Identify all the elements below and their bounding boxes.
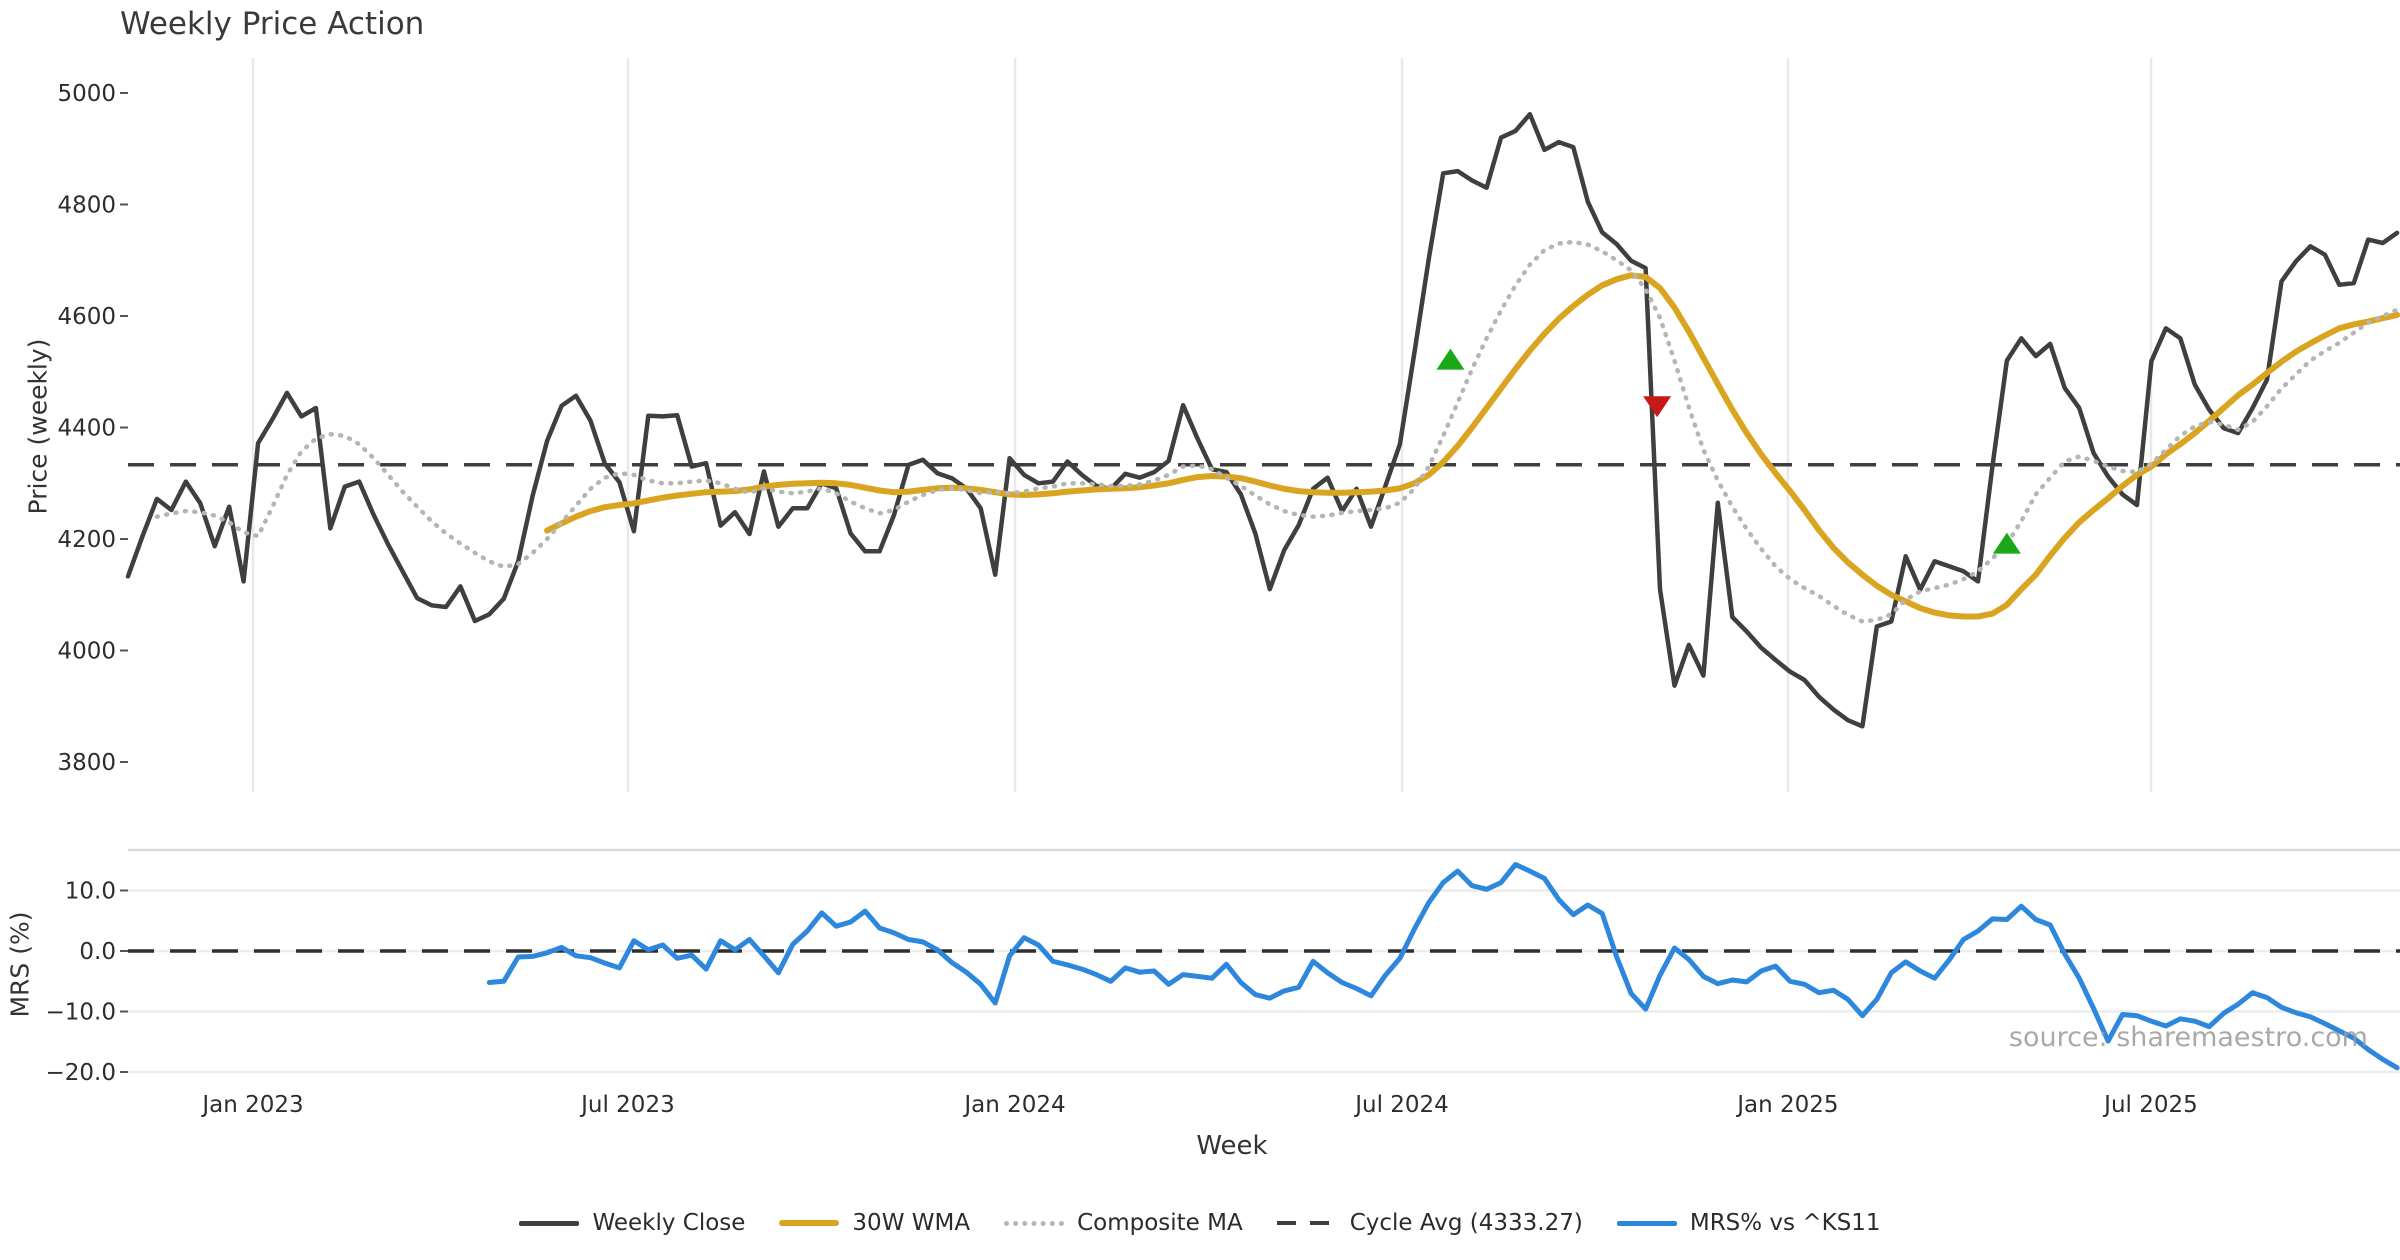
legend-label: MRS% vs ^KS11 <box>1689 1210 1881 1236</box>
legend-label: Cycle Avg (4333.27) <box>1349 1210 1583 1236</box>
legend-label: Composite MA <box>1077 1210 1243 1236</box>
mrs-axis-label: MRS (%) <box>5 911 35 1018</box>
buy-signal-icon <box>1992 532 2021 554</box>
price-ytick-label: 4000 <box>57 639 116 665</box>
mrs-ytick-label: −20.0 <box>46 1060 116 1086</box>
sell-signal-icon <box>1643 396 1672 418</box>
price-ytick-label: 4600 <box>57 304 116 330</box>
x-tick-label: Jan 2023 <box>200 1092 303 1118</box>
price-ytick-label: 3800 <box>57 750 116 776</box>
weekly-close-swatch-icon <box>519 1220 580 1226</box>
x-tick-label: Jan 2025 <box>1735 1092 1838 1118</box>
price-axis-label: Price (weekly) <box>23 338 53 515</box>
legend-item-composite-ma: Composite MA <box>1004 1210 1243 1236</box>
cycle-avg-swatch-icon <box>1276 1221 1337 1225</box>
series-weekly-close <box>125 111 2400 729</box>
legend-label: Weekly Close <box>592 1210 746 1236</box>
series-mrs-vs-ks11 <box>486 862 2400 1071</box>
x-tick-label: Jul 2023 <box>579 1092 675 1118</box>
buy-signal-icon <box>1436 348 1465 370</box>
watermark-text: source: sharemaestro.com <box>2008 1022 2368 1053</box>
price-ytick-label: 4400 <box>57 416 116 442</box>
legend-item-30w-wma: 30W WMA <box>779 1210 970 1236</box>
x-tick-label: Jan 2024 <box>962 1092 1065 1118</box>
mrs-ytick-label: 0.0 <box>79 939 116 965</box>
mrs-ytick-label: 10.0 <box>65 879 116 905</box>
x-axis-label: Week <box>1196 1131 1268 1161</box>
legend-label: 30W WMA <box>852 1210 971 1236</box>
wma-swatch-icon <box>779 1220 840 1226</box>
legend-item-weekly-close: Weekly Close <box>519 1210 745 1236</box>
mrs-swatch-icon <box>1616 1220 1677 1226</box>
x-tick-label: Jul 2024 <box>1353 1092 1449 1118</box>
legend-item-mrs: MRS% vs ^KS11 <box>1616 1210 1881 1236</box>
mrs-ytick-label: −10.0 <box>46 1000 116 1026</box>
price-ytick-label: 5000 <box>57 81 116 107</box>
price-ytick-label: 4800 <box>57 193 116 219</box>
legend-item-cycle-avg: Cycle Avg (4333.27) <box>1276 1210 1583 1236</box>
series-30w-wma <box>544 272 2400 620</box>
page-title: Weekly Price Action <box>120 6 425 42</box>
price-ytick-label: 4200 <box>57 527 116 553</box>
chart-legend: Weekly Close 30W WMA Composite MA Cycle … <box>0 1210 2400 1236</box>
series-composite-ma <box>154 239 2400 624</box>
composite-swatch-icon <box>1004 1220 1065 1226</box>
x-tick-label: Jul 2025 <box>2102 1092 2198 1118</box>
